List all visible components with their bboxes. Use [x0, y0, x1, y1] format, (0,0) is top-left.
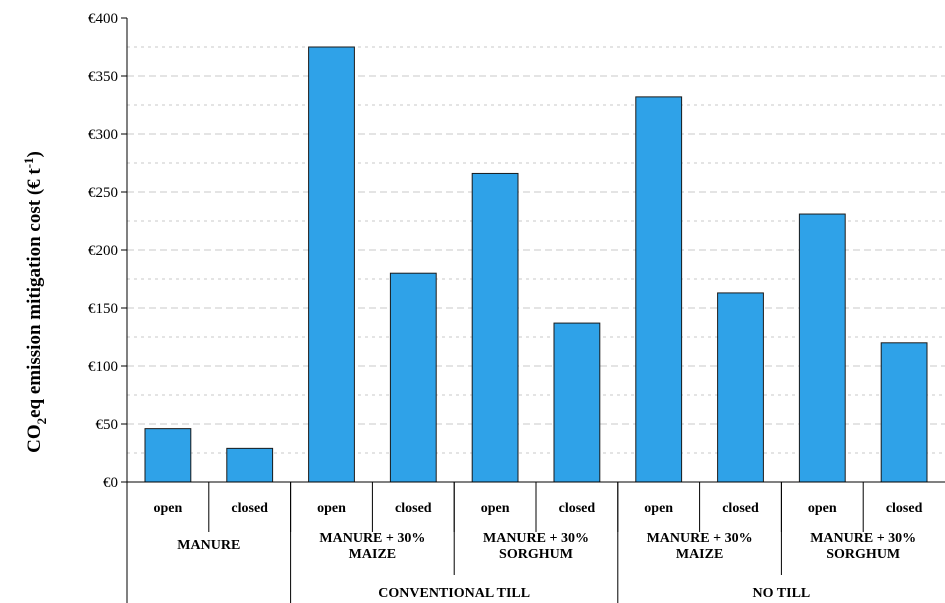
- x-category-labels: open closed open closed open closed open closed…: [154, 501, 923, 601]
- y-tick-label: €50: [96, 417, 119, 433]
- y-tick-label: €150: [88, 301, 118, 317]
- y-tick-label: €300: [88, 127, 118, 143]
- x-tick-label: open: [154, 501, 183, 516]
- x-tick-label: closed: [886, 501, 923, 516]
- y-axis-label: CO2eq emission mitigation cost (€ t-1): [21, 151, 49, 453]
- super-group-label: CONVENTIONAL TILL: [378, 586, 530, 601]
- bar: [308, 46, 355, 483]
- y-tick-label: €250: [88, 185, 118, 201]
- y-tick-labels: €0 €50 €100 €150 €200 €250 €300 €350 €400: [88, 11, 118, 491]
- y-tick-label: €400: [88, 11, 118, 27]
- x-tick-label: closed: [231, 501, 268, 516]
- group-label: MANURE + 30% SORGHUM: [810, 531, 916, 562]
- bar: [389, 272, 437, 483]
- bars: [144, 46, 928, 483]
- group-label: MANURE + 30% MAIZE: [647, 531, 753, 562]
- x-tick-label: closed: [722, 501, 759, 516]
- y-tick-label: €100: [88, 359, 118, 375]
- bar: [471, 172, 519, 483]
- x-tick-label: open: [808, 501, 837, 516]
- x-tick-label: open: [644, 501, 673, 516]
- bar: [144, 428, 192, 483]
- group-label: MANURE + 30% SORGHUM: [483, 531, 589, 562]
- axes: [121, 17, 945, 603]
- super-group-label: NO TILL: [753, 586, 811, 601]
- y-tick-label: €0: [103, 475, 118, 491]
- x-tick-label: open: [317, 501, 346, 516]
- bar: [635, 96, 683, 483]
- bar: [226, 447, 274, 483]
- group-label: MANURE + 30% MAIZE: [319, 531, 425, 562]
- bar: [880, 342, 928, 483]
- x-tick-label: open: [481, 501, 510, 516]
- bar: [798, 213, 846, 483]
- bar: [717, 292, 764, 483]
- bar: [553, 322, 601, 483]
- y-tick-label: €350: [88, 69, 118, 85]
- group-label: MANURE: [177, 538, 240, 553]
- y-tick-label: €200: [88, 243, 118, 259]
- x-tick-label: closed: [395, 501, 432, 516]
- x-tick-label: closed: [559, 501, 596, 516]
